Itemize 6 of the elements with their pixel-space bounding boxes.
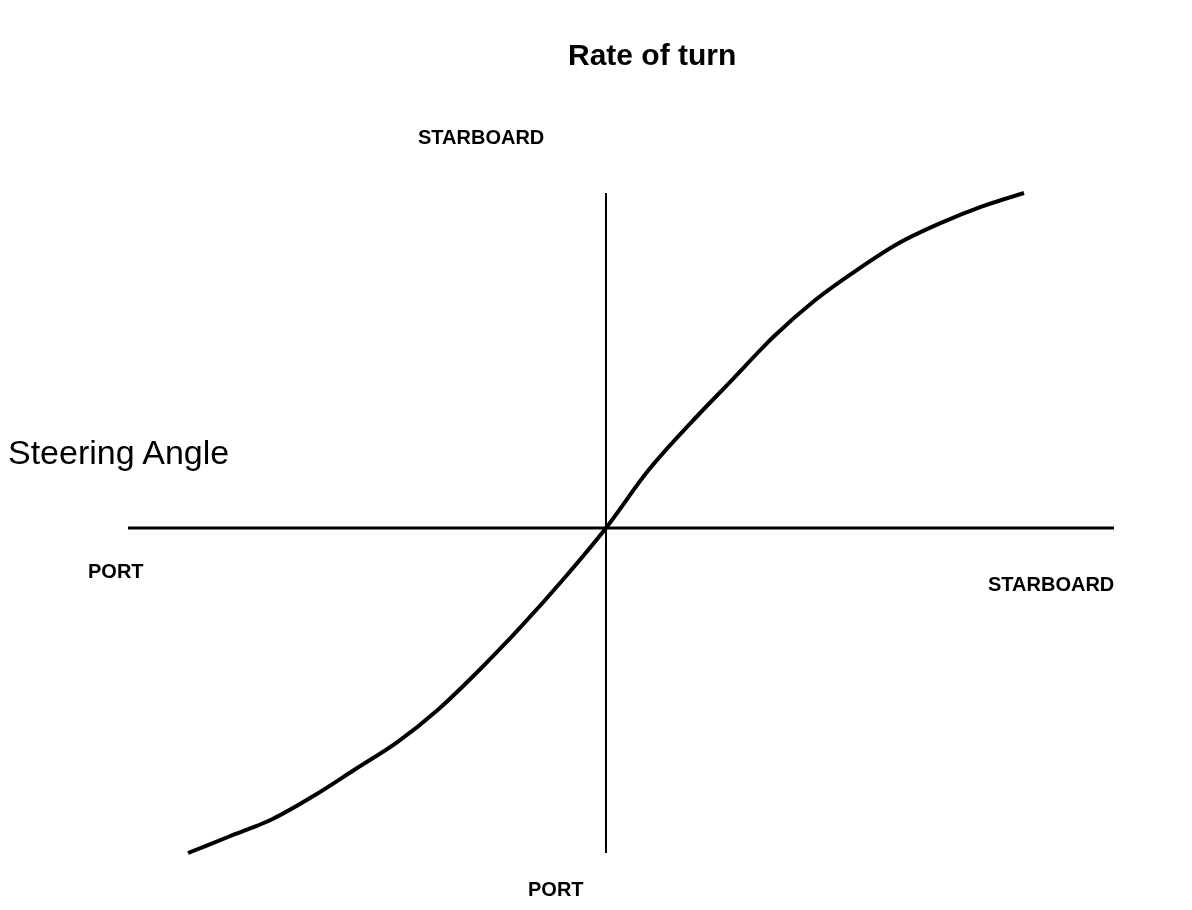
y-axis-title: Rate of turn — [568, 38, 737, 72]
text: PORT — [528, 878, 584, 901]
text: STARBOARD — [418, 126, 545, 149]
annotation: STARBOARD — [988, 573, 1115, 596]
x-axis-title: Steering Angle — [8, 433, 230, 472]
text: PORT — [88, 560, 144, 583]
